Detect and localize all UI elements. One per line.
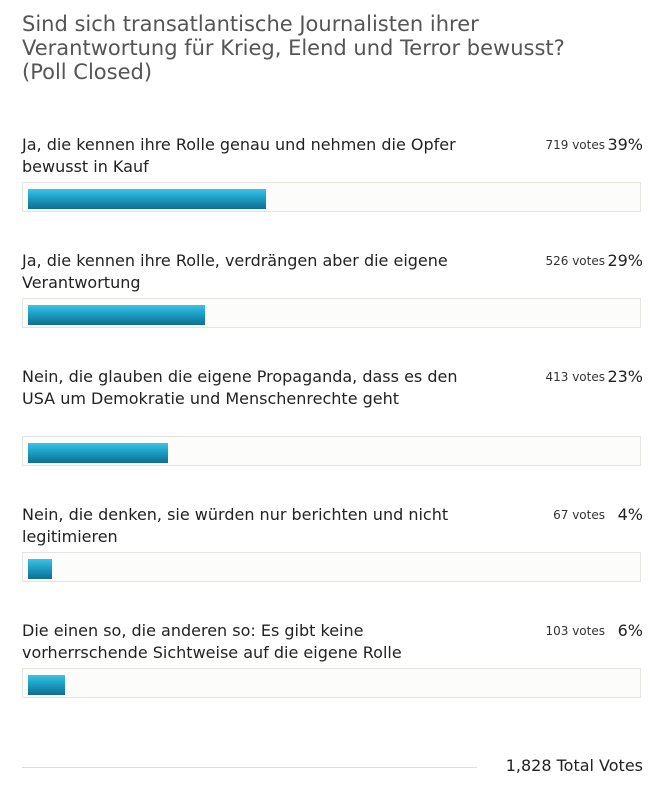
- poll-title: Sind sich transatlantische Journalisten …: [22, 12, 565, 84]
- result-bar-track: [22, 552, 641, 582]
- answer-percent: 6%: [617, 621, 643, 640]
- answer-vote-count: 103 votes: [545, 624, 605, 638]
- answer-percent: 23%: [607, 367, 643, 386]
- result-bar-fill: [28, 559, 52, 579]
- footer-divider: [22, 767, 477, 768]
- answer-label: Ja, die kennen ihre Rolle genau und nehm…: [22, 135, 456, 176]
- answer-vote-count: 413 votes: [545, 370, 605, 384]
- answer-label: Ja, die kennen ihre Rolle, verdrängen ab…: [22, 251, 448, 292]
- answer-percent: 29%: [607, 251, 643, 270]
- answer-vote-count: 526 votes: [545, 254, 605, 268]
- result-bar-fill: [28, 675, 65, 695]
- answer-vote-count: 67 votes: [553, 508, 605, 522]
- answer-percent: 4%: [617, 505, 643, 524]
- answer-label: Die einen so, die anderen so: Es gibt ke…: [22, 621, 402, 662]
- result-bar-track: [22, 668, 641, 698]
- answer-label: Nein, die denken, sie würden nur bericht…: [22, 505, 449, 546]
- answer-percent: 39%: [607, 135, 643, 154]
- result-bar-track: [22, 298, 641, 328]
- answer-label: Nein, die glauben die eigene Propaganda,…: [22, 367, 458, 408]
- result-bar-track: [22, 436, 641, 466]
- total-votes: 1,828 Total Votes: [505, 756, 643, 775]
- result-bar-fill: [28, 189, 266, 209]
- answer-vote-count: 719 votes: [545, 138, 605, 152]
- result-bar-fill: [28, 443, 168, 463]
- result-bar-track: [22, 182, 641, 212]
- result-bar-fill: [28, 305, 205, 325]
